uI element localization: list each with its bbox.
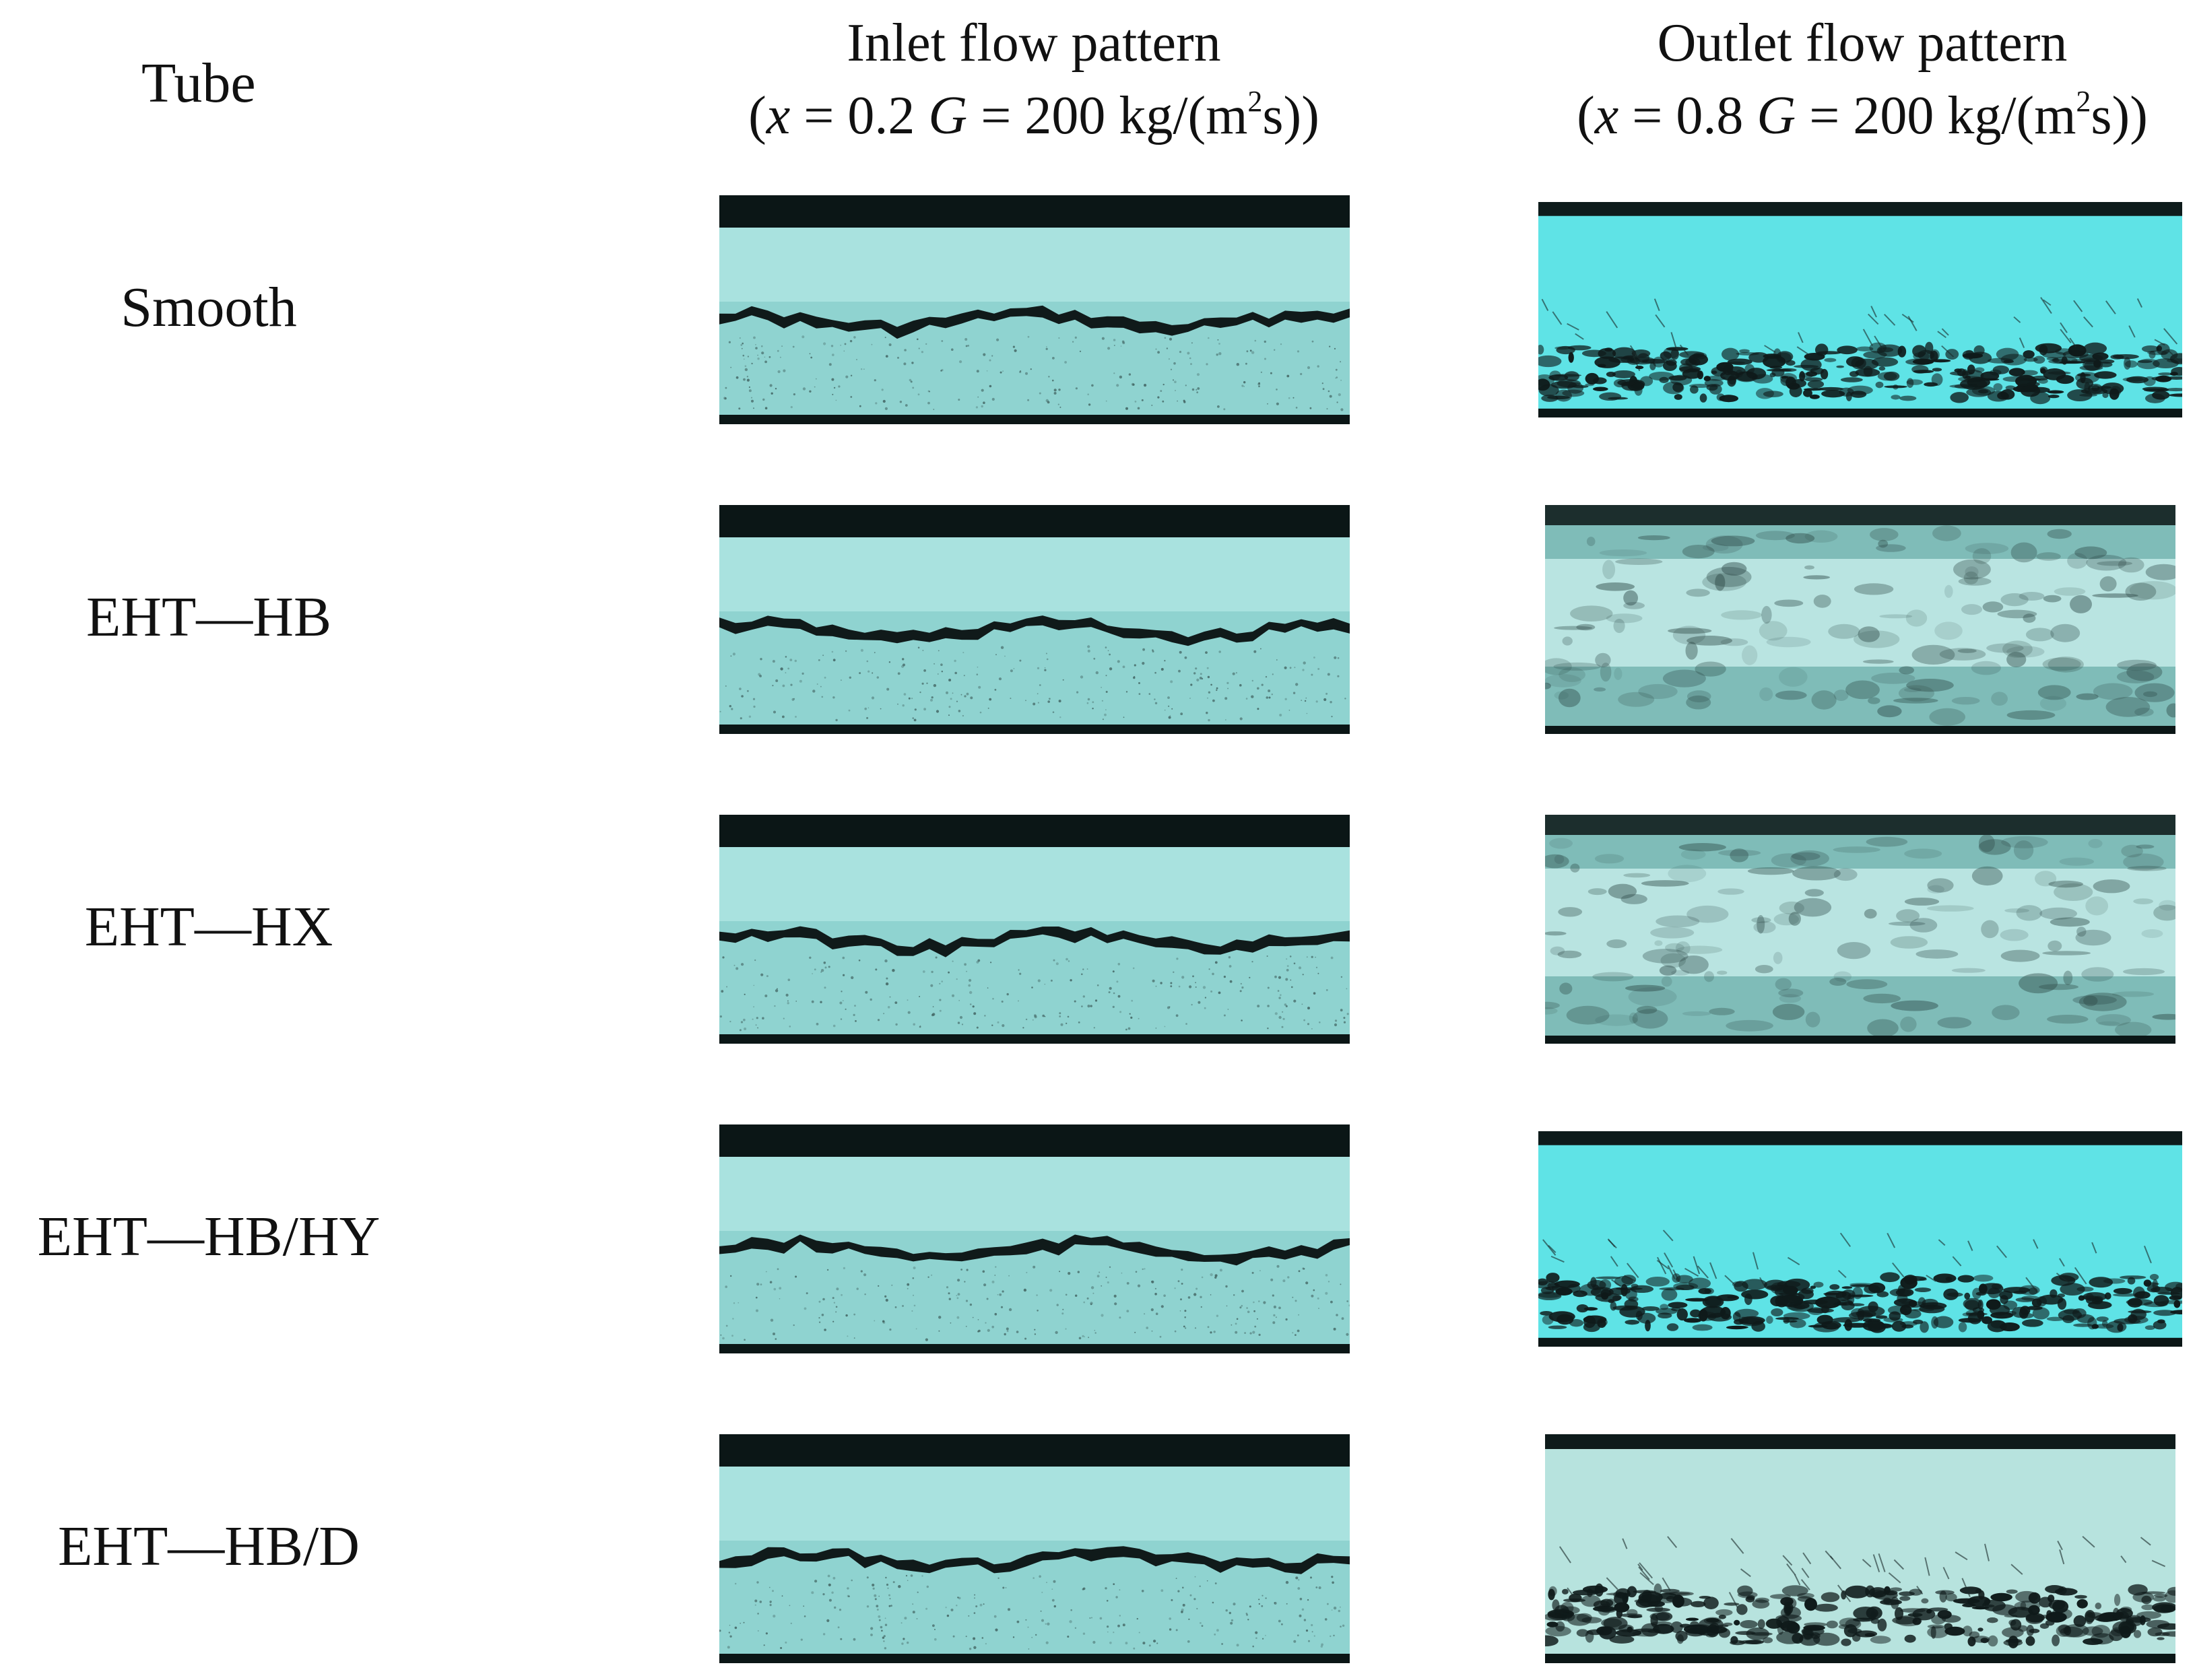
row-label-eht-hb: EHT—HB bbox=[86, 586, 331, 648]
outlet-column-header: Outlet flow pattern (x = 0.8 G = 200 kg/… bbox=[1542, 7, 2182, 152]
inlet-photo-eht-hb-hy bbox=[719, 1124, 1350, 1353]
flow-image bbox=[1545, 815, 2175, 1044]
inlet-conditions: (x = 0.2 G = 200 kg/(m2s)) bbox=[748, 85, 1319, 145]
outlet-photo-eht-hb bbox=[1545, 505, 2175, 734]
inlet-photo-eht-hx bbox=[719, 815, 1350, 1044]
row-label-eht-hb-hy: EHT—HB/HY bbox=[37, 1205, 381, 1268]
row-label-smooth: Smooth bbox=[121, 276, 297, 339]
inlet-column-header: Inlet flow pattern (x = 0.2 G = 200 kg/(… bbox=[714, 7, 1354, 152]
inlet-photo-eht-hb-d bbox=[719, 1434, 1350, 1663]
flow-image bbox=[719, 505, 1350, 734]
flow-image bbox=[1545, 1434, 2175, 1663]
flow-image bbox=[719, 1434, 1350, 1663]
inlet-photo-eht-hb bbox=[719, 505, 1350, 734]
inlet-photo-smooth bbox=[719, 195, 1350, 424]
outlet-conditions: (x = 0.8 G = 200 kg/(m2s)) bbox=[1577, 85, 2148, 145]
inlet-title: Inlet flow pattern bbox=[847, 13, 1221, 73]
tube-header-text: Tube bbox=[141, 52, 256, 114]
flow-image bbox=[719, 1124, 1350, 1353]
outlet-photo-eht-hb-hy bbox=[1538, 1131, 2182, 1347]
tube-column-header: Tube bbox=[141, 47, 256, 120]
outlet-photo-smooth bbox=[1538, 202, 2182, 417]
flow-image bbox=[719, 815, 1350, 1044]
row-label-eht-hx: EHT—HX bbox=[84, 896, 333, 958]
outlet-photo-eht-hb-d bbox=[1545, 1434, 2175, 1663]
flow-image bbox=[1545, 505, 2175, 734]
outlet-photo-eht-hx bbox=[1545, 815, 2175, 1044]
flow-image bbox=[719, 195, 1350, 424]
flow-image bbox=[1538, 202, 2182, 417]
row-label-eht-hb-d: EHT—HB/D bbox=[58, 1515, 360, 1578]
flow-image bbox=[1538, 1131, 2182, 1347]
outlet-title: Outlet flow pattern bbox=[1657, 13, 2068, 73]
